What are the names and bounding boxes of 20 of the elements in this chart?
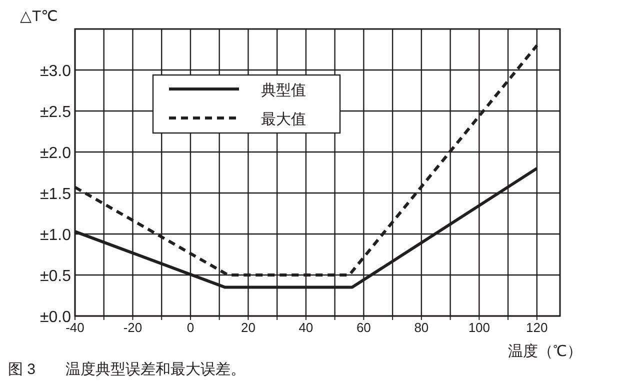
x-tick-label: 60 — [356, 320, 371, 335]
x-tick-label: 40 — [298, 320, 314, 335]
legend-label: 典型值 — [261, 82, 306, 99]
y-axis-title: △T℃ — [20, 8, 58, 25]
x-tick-label: 80 — [414, 320, 429, 335]
y-tick-label: ±0.5 — [40, 268, 72, 285]
y-tick-label: ±3.0 — [40, 63, 72, 80]
x-tick-label: -20 — [123, 320, 142, 335]
y-tick-label: ±2.5 — [40, 104, 72, 121]
y-tick-label: ±1.0 — [40, 227, 72, 244]
y-tick-label: ±2.0 — [40, 145, 72, 162]
y-tick-label: ±0.0 — [40, 309, 72, 326]
caption: 图 3 温度典型误差和最大误差。 — [8, 361, 246, 378]
x-tick-label: 100 — [468, 320, 490, 335]
legend-label: 最大值 — [261, 111, 306, 128]
y-tick-label: ±1.5 — [40, 186, 72, 203]
x-tick-label: 0 — [186, 320, 194, 335]
x-tick-label: 20 — [240, 320, 256, 335]
x-axis-title: 温度（℃） — [508, 343, 582, 360]
x-tick-label: 120 — [526, 320, 548, 335]
